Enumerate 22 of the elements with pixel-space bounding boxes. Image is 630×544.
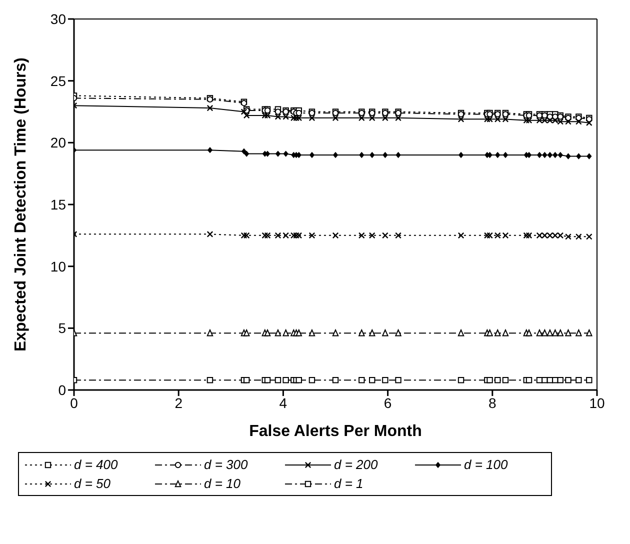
- y-tick-label: 0: [58, 382, 66, 398]
- legend-label: d = 1: [334, 476, 364, 491]
- y-tick-label: 15: [50, 196, 66, 212]
- legend-label: d = 100: [464, 457, 508, 472]
- x-tick-label: 0: [70, 394, 78, 411]
- x-axis-title: False Alerts Per Month: [249, 423, 422, 440]
- legend-label: d = 10: [204, 476, 241, 491]
- y-tick-label: 10: [50, 258, 66, 274]
- y-axis-title: Expected Joint Detection Time (Hours): [12, 58, 30, 352]
- x-tick-label: 6: [384, 394, 392, 411]
- x-tick-label: 8: [488, 394, 496, 411]
- legend-label: d = 50: [74, 476, 111, 491]
- legend-label: d = 400: [74, 457, 118, 472]
- y-tick-label: 25: [50, 72, 66, 89]
- x-tick-label: 4: [279, 394, 288, 411]
- y-tick-label: 5: [58, 320, 66, 336]
- y-tick-label: 30: [50, 10, 66, 27]
- legend-label: d = 200: [334, 457, 378, 472]
- legend-label: d = 300: [204, 457, 248, 472]
- x-tick-label: 10: [589, 394, 605, 411]
- x-tick-label: 2: [174, 394, 183, 411]
- y-tick-label: 20: [50, 134, 66, 151]
